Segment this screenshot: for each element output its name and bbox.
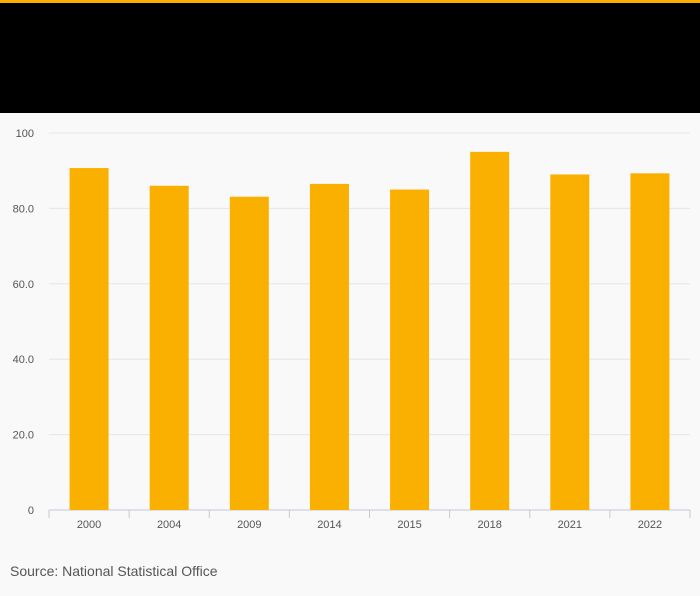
x-tick-label: 2015 [397, 519, 421, 531]
bar-2018 [470, 151, 510, 510]
x-tick-label: 2014 [317, 519, 341, 531]
bar-2014 [309, 183, 349, 510]
x-tick-label: 2018 [477, 519, 501, 531]
header-band [0, 3, 700, 113]
bar-2004 [149, 185, 189, 510]
bar-2000 [69, 168, 109, 510]
top-accent-bar [0, 0, 700, 3]
y-tick-label: 0 [28, 505, 34, 517]
bar-2009 [229, 196, 269, 510]
x-tick-label: 2004 [157, 519, 181, 531]
y-tick-label: 40.0 [13, 354, 34, 366]
bar-2021 [550, 174, 590, 510]
x-tick-label: 2022 [638, 519, 662, 531]
x-tick-label: 2021 [558, 519, 582, 531]
y-tick-label: 20.0 [13, 430, 34, 442]
bar-2022 [630, 173, 670, 511]
x-tick-label: 2009 [237, 519, 261, 531]
x-tick-label: 2000 [77, 519, 101, 531]
y-tick-label: 60.0 [13, 279, 34, 291]
y-tick-label: 100 [16, 128, 34, 140]
source-note: Source: National Statistical Office [10, 563, 218, 579]
bar-chart: 0 20.0 40.0 60.0 80.0 100 2000 2004 2009 2014 2015… [13, 128, 691, 531]
bar-2015 [390, 189, 430, 511]
y-tick-label: 80.0 [13, 203, 34, 215]
